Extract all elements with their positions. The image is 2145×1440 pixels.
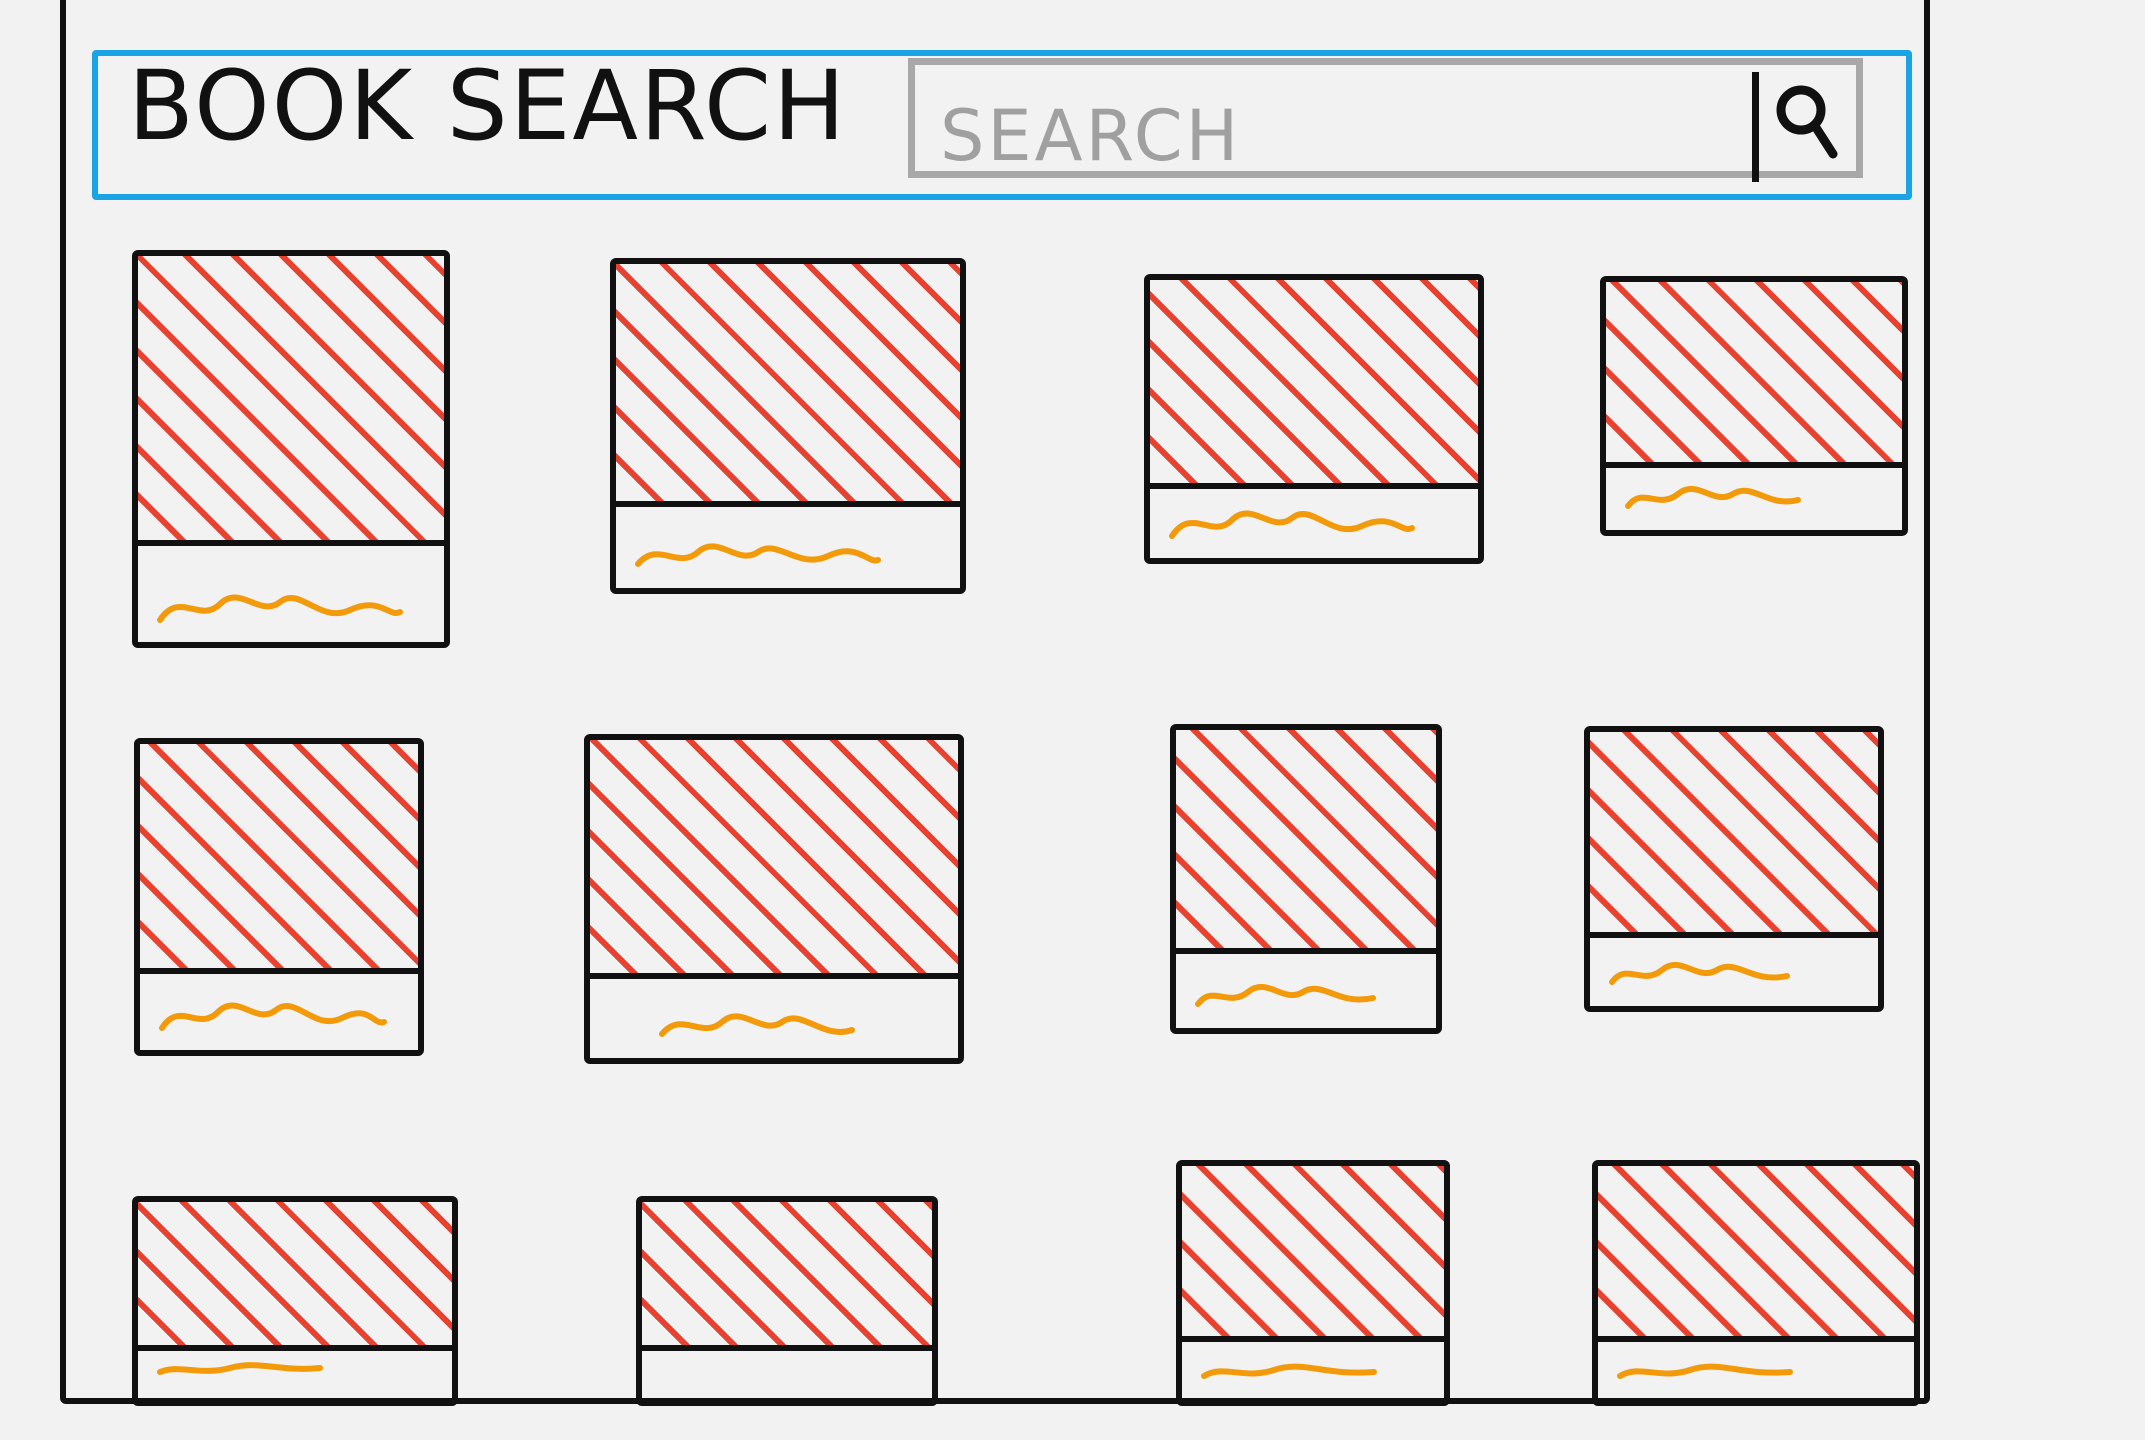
book-card[interactable] — [636, 1196, 938, 1406]
magnifier-icon — [1776, 85, 1838, 159]
book-cover — [642, 1202, 932, 1351]
book-title-placeholder — [1602, 948, 1866, 996]
book-title-placeholder — [1610, 1342, 1902, 1390]
book-card[interactable] — [610, 258, 966, 594]
book-cover — [1176, 730, 1436, 954]
search-input[interactable] — [940, 96, 1740, 176]
book-cover — [1150, 280, 1478, 489]
app-window — [60, 0, 1930, 1404]
book-cover — [1606, 282, 1902, 468]
book-title-placeholder — [602, 1000, 946, 1048]
book-cover — [1590, 732, 1878, 938]
book-title-placeholder — [1188, 970, 1424, 1018]
book-title-placeholder — [150, 1342, 440, 1390]
book-card[interactable] — [584, 734, 964, 1064]
book-cover — [138, 256, 444, 546]
book-cover — [140, 744, 418, 974]
book-card[interactable] — [1584, 726, 1884, 1012]
book-card[interactable] — [1176, 1160, 1450, 1406]
book-card[interactable] — [1144, 274, 1484, 564]
header-bar — [92, 50, 1912, 200]
book-title-placeholder — [628, 530, 948, 578]
book-cover — [138, 1202, 452, 1351]
book-cover — [616, 264, 960, 507]
book-cover — [1598, 1166, 1914, 1342]
book-cover — [1182, 1166, 1444, 1342]
book-title-placeholder — [150, 584, 432, 632]
book-card[interactable] — [1600, 276, 1908, 536]
book-card[interactable] — [132, 250, 450, 648]
page-title: BOOK SEARCH — [128, 50, 848, 162]
book-title-placeholder — [1194, 1342, 1432, 1390]
search-button[interactable] — [1752, 72, 1842, 182]
book-cover — [590, 740, 958, 979]
book-card[interactable] — [1592, 1160, 1920, 1406]
book-card[interactable] — [134, 738, 424, 1056]
book-title-placeholder — [1162, 500, 1466, 548]
book-title-placeholder — [152, 992, 406, 1040]
book-card[interactable] — [132, 1196, 458, 1406]
book-title-placeholder — [1618, 472, 1890, 520]
book-card[interactable] — [1170, 724, 1442, 1034]
